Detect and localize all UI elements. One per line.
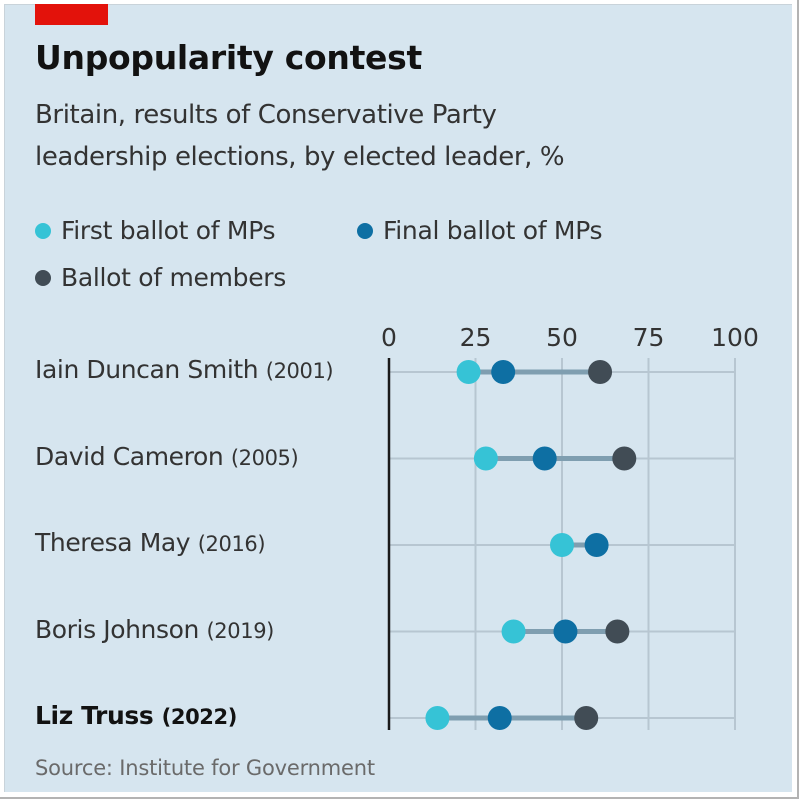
ballot-of-members-dot [612,446,637,471]
x-tick-label: 75 [633,323,665,352]
legend-dot-first-ballot-icon [35,222,51,239]
source-note: Source: Institute for Government [35,756,375,780]
row-label: Iain Duncan Smith (2001) [35,355,334,384]
legend-dot-members-ballot-icon [35,269,51,286]
election-year: (2022) [161,705,238,729]
final-ballot-of-mps-dot [532,446,557,471]
chart-title: Unpopularity contest [35,38,422,77]
x-tick-label: 0 [381,323,397,352]
election-year: (2016) [197,532,266,556]
brand-red-bar [35,4,108,25]
election-year: (2005) [230,445,299,470]
election-year: (2001) [265,359,334,383]
row-label: Boris Johnson (2019) [35,615,274,644]
legend-label-final-ballot: Final ballot of MPs [383,216,603,245]
subtitle-line-2: leadership elections, by elected leader,… [35,142,565,172]
chart-background [4,4,792,792]
legend-dot-final-ballot-icon [357,222,373,239]
final-ballot-of-mps-dot [584,533,609,557]
leader-name: Liz Truss [35,701,162,730]
row-label: Liz Truss (2022) [35,701,237,730]
subtitle-line-1: Britain, results of Conservative Party [35,100,497,130]
final-ballot-of-mps-dot [487,706,512,730]
first-ballot-of-mps-dot [550,533,574,557]
first-ballot-of-mps-dot [473,446,498,471]
x-tick-label: 25 [460,323,492,352]
legend-item-first-ballot: First ballot of MPs [35,216,276,245]
leader-name: Theresa May [35,528,198,557]
first-ballot-of-mps-dot [456,360,481,384]
legend-item-members-ballot: Ballot of members [35,263,286,292]
x-tick-label: 100 [711,323,759,352]
legend-label-members-ballot: Ballot of members [61,263,286,292]
leader-name: Boris Johnson [35,614,207,644]
leader-name: David Cameron [35,441,231,471]
row-label: David Cameron (2005) [35,441,299,471]
x-tick-label: 50 [546,323,578,352]
legend-label-first-ballot: First ballot of MPs [61,216,276,245]
first-ballot-of-mps-dot [425,706,450,730]
chart-subtitle: Britain, results of Conservative Party l… [35,94,755,178]
ballot-of-members-dot [588,360,613,384]
leader-name: Iain Duncan Smith [35,355,266,384]
final-ballot-of-mps-dot [553,619,578,644]
first-ballot-of-mps-dot [501,619,526,644]
ballot-of-members-dot [574,706,599,730]
ballot-of-members-dot [605,619,630,644]
final-ballot-of-mps-dot [491,360,516,384]
election-year: (2019) [206,618,275,643]
row-label: Theresa May (2016) [35,528,266,557]
legend-item-final-ballot: Final ballot of MPs [357,216,603,245]
